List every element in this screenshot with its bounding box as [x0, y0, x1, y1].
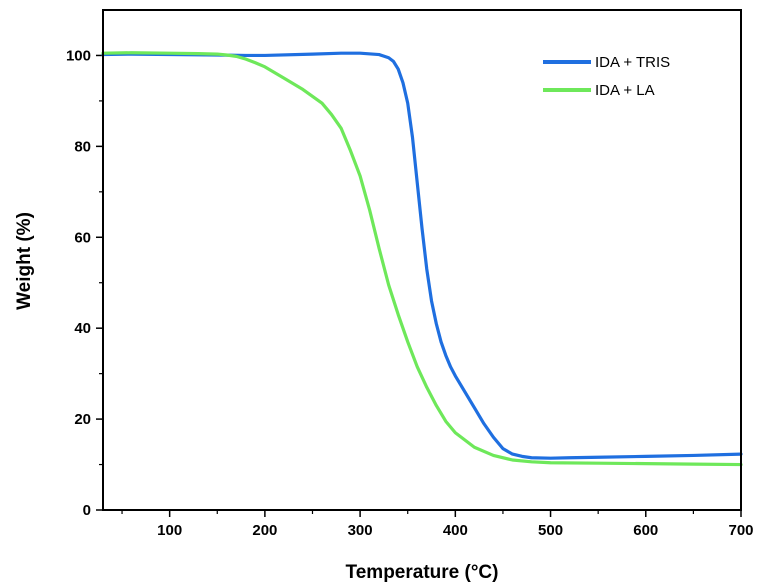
y-tick-label: 20: [74, 411, 91, 428]
plot-frame: [102, 9, 742, 511]
x-tick-label: 400: [443, 522, 468, 539]
x-tick-label: 200: [252, 522, 277, 539]
axis-ticks: [96, 54, 742, 517]
x-tick-label: 700: [728, 522, 753, 539]
series-line-ida-tris: [101, 51, 743, 460]
y-tick-label: 100: [66, 47, 91, 64]
tick-labels: 100 200 300 400 500 600 700 0 20 40 60 80 100: [66, 47, 754, 539]
y-axis-title: Weight (%): [14, 212, 35, 310]
y-tick-label: 80: [74, 138, 91, 155]
legend-label-ida-tris: IDA + TRIS: [595, 54, 670, 71]
x-tick-label: 600: [633, 522, 658, 539]
legend-label-ida-la: IDA + LA: [595, 82, 655, 99]
y-tick-label: 40: [74, 320, 91, 337]
y-tick-label: 0: [83, 502, 91, 519]
x-tick-label: 100: [157, 522, 182, 539]
x-tick-label: 500: [538, 522, 563, 539]
series-line-ida-la: [101, 51, 743, 467]
x-axis-title: Temperature (°C): [346, 562, 499, 583]
x-tick-label: 300: [348, 522, 373, 539]
legend: IDA + TRIS IDA + LA: [543, 54, 670, 99]
plot-series: [101, 51, 743, 467]
y-tick-label: 60: [74, 229, 91, 246]
